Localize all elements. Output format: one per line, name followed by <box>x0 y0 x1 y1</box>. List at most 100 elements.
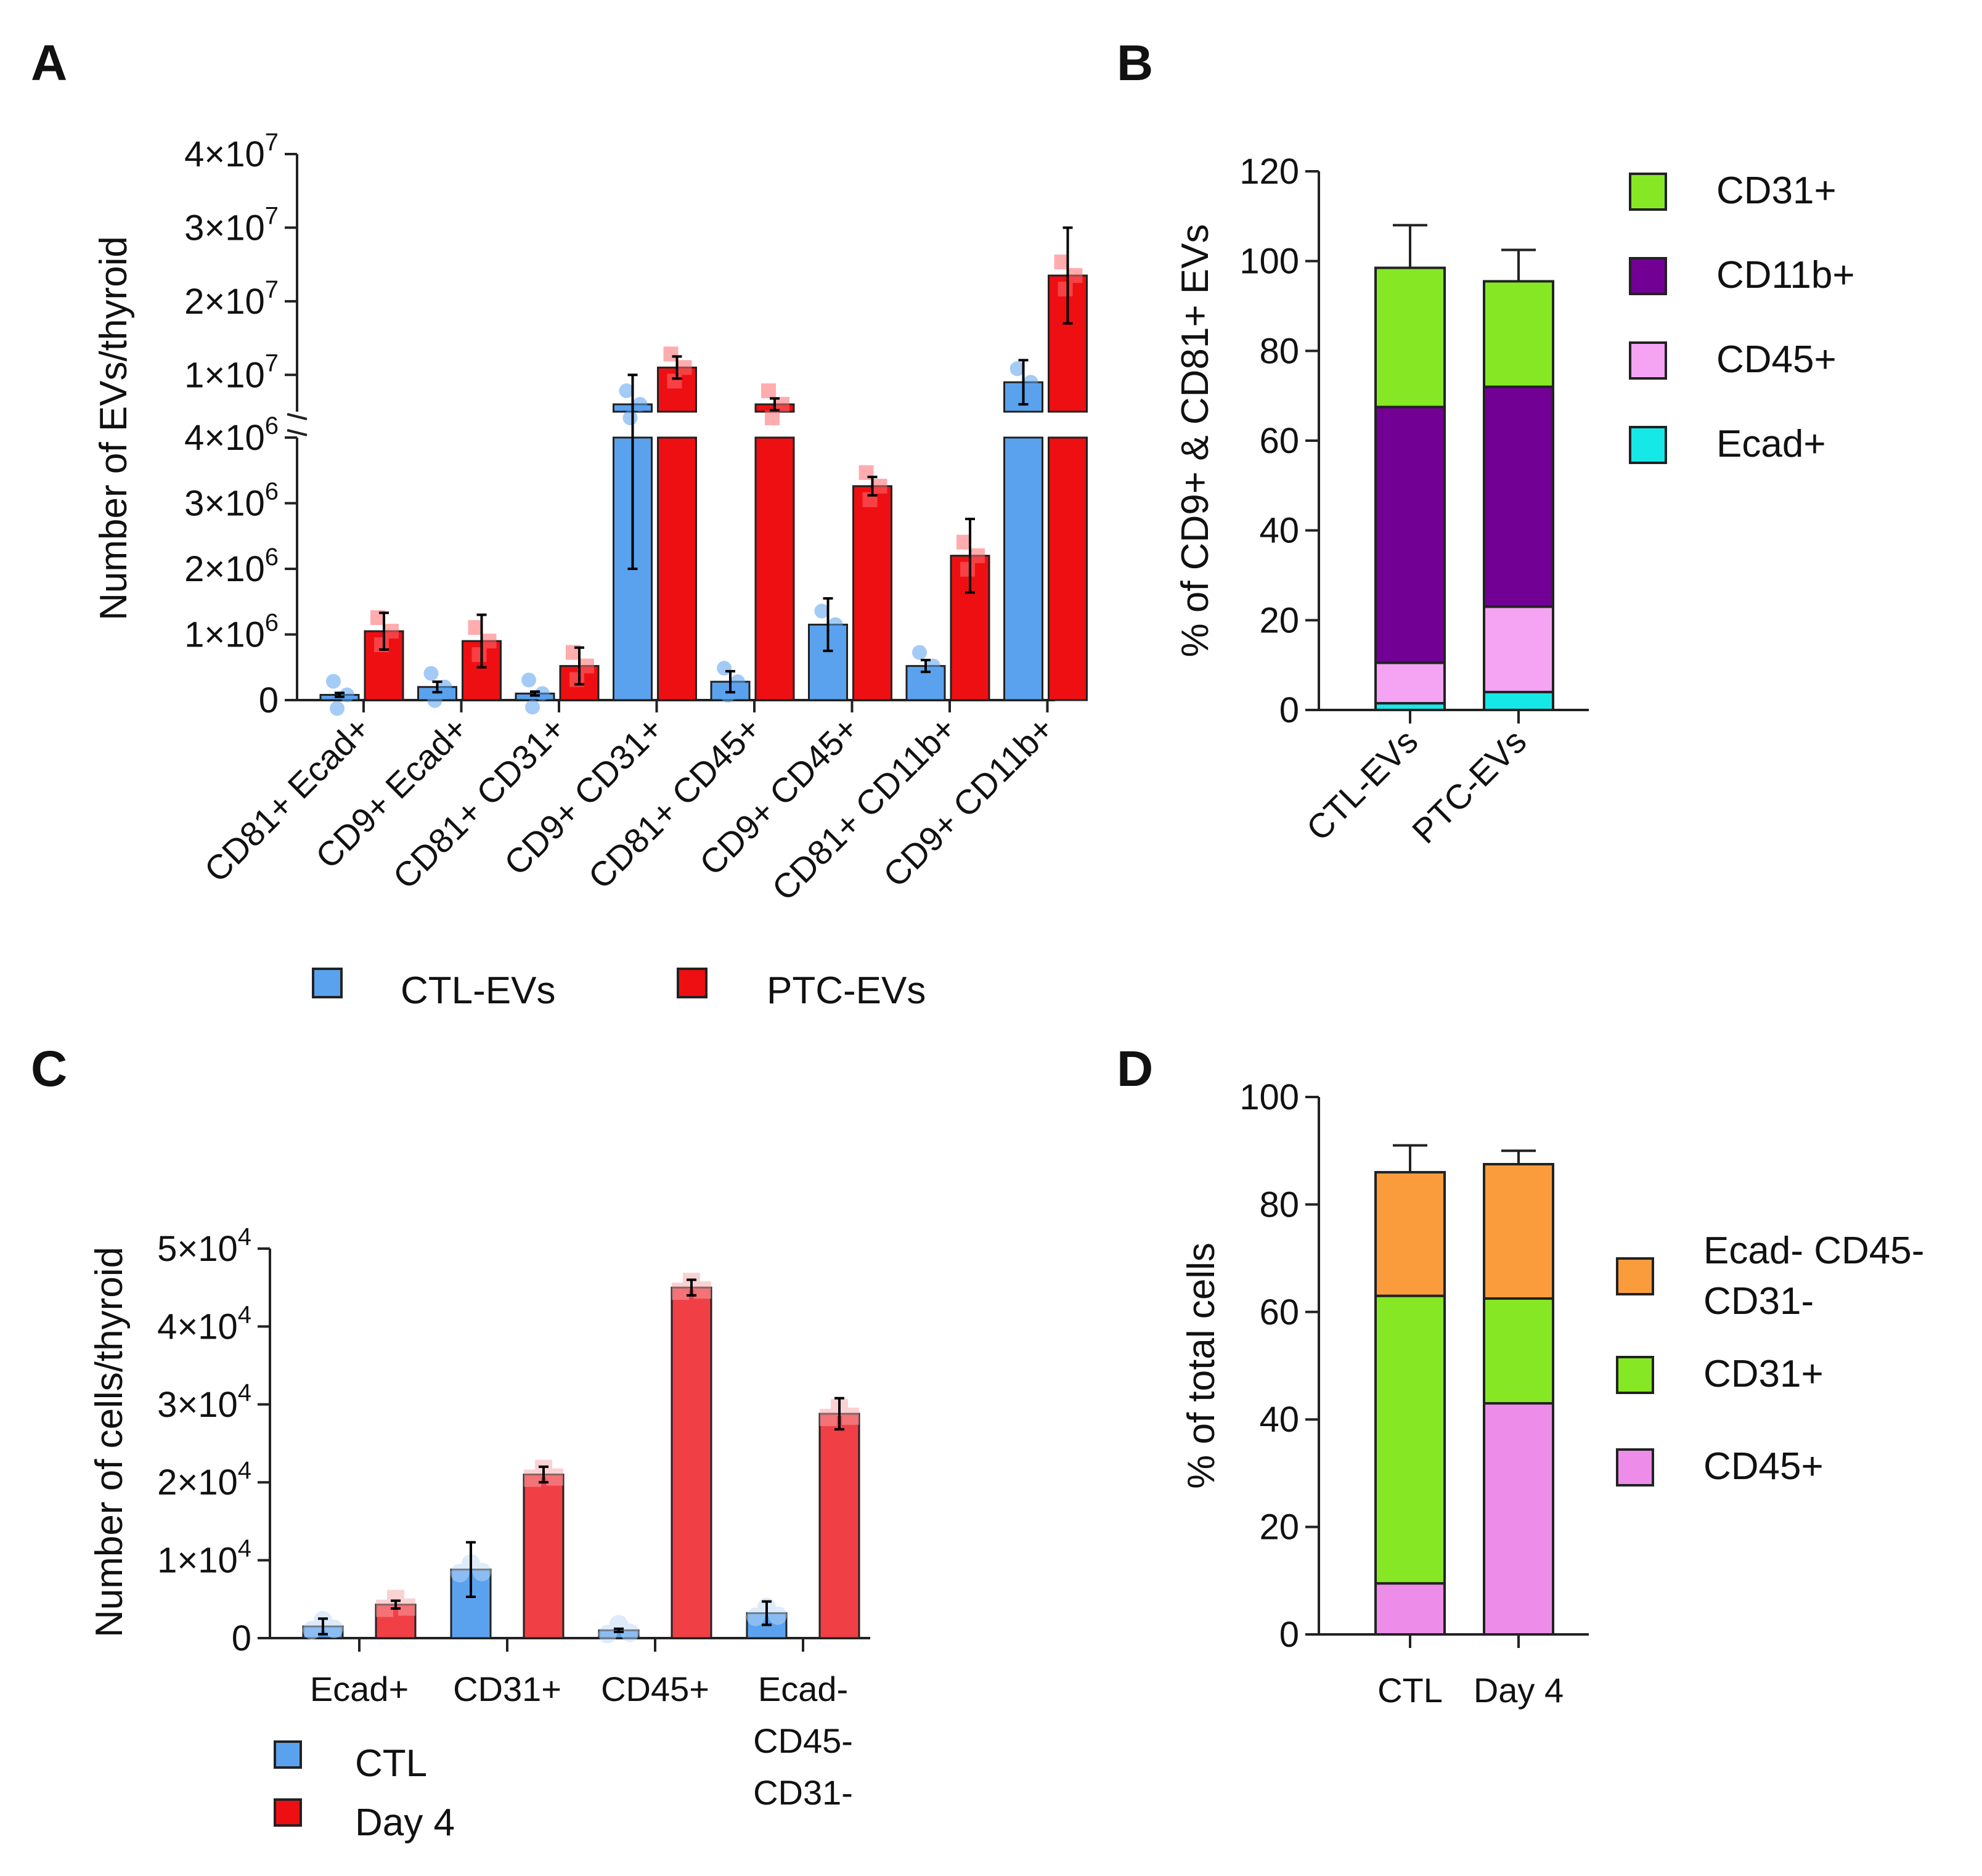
error-a-1-6 <box>965 518 975 594</box>
category-a-4: CD81+ CD45+ <box>581 709 768 896</box>
bar-a-1-4-lower <box>754 436 795 701</box>
error-a-1-7 <box>1062 226 1073 325</box>
tick-label-d-0: 0 <box>1279 1615 1299 1655</box>
ylabel-d: % of total cells <box>1180 1242 1223 1489</box>
legend-b: CD31+ CD11b+ CD45+ Ecad+ <box>1629 169 1855 465</box>
category-c-3: Ecad-CD45-CD31- <box>753 1670 853 1812</box>
tick-label-c-2: 2×104 <box>157 1457 251 1503</box>
dots-a-0-6 <box>912 645 940 687</box>
tick-label-b-2: 40 <box>1259 511 1299 551</box>
error-a-1-2 <box>574 646 584 686</box>
tick-label-c-1: 1×104 <box>157 1535 251 1581</box>
bar-b-0-1 <box>1483 690 1554 712</box>
error-a-1-5 <box>867 475 878 497</box>
legend-d-swatch-1 <box>1616 1356 1654 1394</box>
error-a-0-4 <box>725 670 735 694</box>
legend-d-label-2: CD45+ <box>1703 1445 1824 1488</box>
category-c-0: Ecad+ <box>310 1670 409 1708</box>
legend-b-label-1: CD11b+ <box>1716 254 1855 296</box>
legend-c-swatch-0 <box>274 1740 302 1769</box>
ylabel-a: Number of EVs/thyroid <box>92 236 135 621</box>
error-c-1-0 <box>391 1599 401 1610</box>
category-b-1: PTC-EVs <box>1405 722 1534 851</box>
bar-d-0-1 <box>1483 1402 1554 1636</box>
legend-b-label-2: CD45+ <box>1716 338 1837 381</box>
legend-d-swatch-0 <box>1616 1257 1654 1295</box>
chart-b: 0 20 40 60 80 100 120 % of CD9+ & CD81+ EVs CTL-… <box>1174 152 1855 850</box>
error-a-0-7 <box>1018 359 1029 406</box>
tick-label-a-lower-1: 1×106 <box>184 610 279 655</box>
tick-label-c-5: 5×104 <box>157 1223 251 1269</box>
bar-d-1-1 <box>1483 1297 1554 1405</box>
legend-d: Ecad- CD45-CD31- CD31+ CD45+ <box>1616 1230 1924 1488</box>
tick-label-a-lower-4: 4×106 <box>184 412 279 458</box>
error-a-1-0 <box>379 611 389 651</box>
tick-label-a-upper-1: 2×107 <box>184 276 279 322</box>
error-c-0-0 <box>318 1617 328 1636</box>
legend-a-label-1: PTC-EVs <box>767 969 926 1012</box>
panel-label-b: B <box>1117 35 1153 91</box>
legend-c-label-1: Day 4 <box>355 1801 455 1844</box>
chart-a: 0 1×106 2×106 3×106 4×106 1×107 2×107 3×107 4×10… <box>92 129 1088 1012</box>
legend-b-label-3: Ecad+ <box>1716 423 1826 465</box>
tick-label-d-2: 40 <box>1259 1400 1299 1440</box>
tick-label-d-3: 60 <box>1259 1292 1299 1332</box>
panel-label-a: A <box>31 35 67 91</box>
legend-a-swatch-1 <box>677 968 708 998</box>
legend-b-swatch-1 <box>1629 257 1667 295</box>
tick-label-a-upper-3: 4×107 <box>184 129 279 174</box>
axis-a-break-upper <box>287 413 308 420</box>
dots-c-1-1 <box>524 1459 563 1487</box>
category-b-0: CTL-EVs <box>1299 722 1425 848</box>
panel-label-d: D <box>1117 1041 1153 1097</box>
legend-b-swatch-2 <box>1629 341 1667 380</box>
error-d-2-0 <box>1393 1144 1427 1173</box>
error-c-1-2 <box>687 1278 696 1297</box>
chart-c: 0 1×104 2×104 3×104 4×104 5×104 Number of cell… <box>88 1223 870 1844</box>
tick-label-d-5: 100 <box>1239 1077 1299 1117</box>
legend-b-label-0: CD31+ <box>1716 169 1837 212</box>
bar-b-3-0 <box>1374 266 1446 409</box>
error-a-0-2 <box>530 690 540 697</box>
tick-label-b-3: 60 <box>1259 421 1299 461</box>
tick-label-b-4: 80 <box>1259 331 1299 371</box>
tick-label-b-5: 100 <box>1239 242 1299 282</box>
ylabel-c: Number of cells/thyroid <box>88 1247 131 1637</box>
tick-label-a-upper-0: 1×107 <box>184 349 279 395</box>
legend-c-label-0: CTL <box>355 1742 427 1785</box>
error-a-1-1 <box>476 613 487 669</box>
dots-a-1-1 <box>468 620 497 663</box>
error-a-1-4 <box>770 397 780 412</box>
legend-d-label-0: Ecad- CD45-CD31- <box>1703 1230 1924 1323</box>
category-c-1: CD31+ <box>453 1670 561 1708</box>
error-b-3-1 <box>1501 248 1536 282</box>
legend-c: CTL Day 4 <box>274 1740 455 1844</box>
legend-a: CTL-EVs PTC-EVs <box>312 968 926 1012</box>
error-a-0-0 <box>335 691 345 698</box>
tick-label-a-upper-2: 3×107 <box>184 202 279 248</box>
category-d-0: CTL <box>1377 1671 1443 1710</box>
bar-a-1-5 <box>852 485 892 701</box>
bar-b-2-0 <box>1374 406 1446 664</box>
tick-label-c-3: 3×104 <box>157 1379 251 1425</box>
error-d-2-1 <box>1501 1149 1536 1164</box>
tick-label-a-lower-3: 3×106 <box>184 478 279 524</box>
error-c-0-1 <box>466 1541 476 1599</box>
legend-b-swatch-0 <box>1629 173 1667 211</box>
bar-c-1-3 <box>818 1413 860 1639</box>
legend-d-swatch-2 <box>1616 1448 1654 1487</box>
bar-c-1-1 <box>523 1474 565 1639</box>
tick-label-b-6: 120 <box>1239 152 1299 192</box>
bar-d-1-0 <box>1374 1294 1446 1585</box>
chart-d: 0 20 40 60 80 100 % of total cells CTL Day 4 Ecad… <box>1180 1077 1924 1710</box>
tick-label-d-1: 20 <box>1259 1507 1299 1548</box>
dots-a-0-0 <box>326 674 354 716</box>
error-a-0-5 <box>823 597 833 653</box>
tick-label-b-0: 0 <box>1279 690 1299 730</box>
tick-label-d-4: 80 <box>1259 1185 1299 1225</box>
dots-c-1-2 <box>672 1273 711 1300</box>
category-d-1: Day 4 <box>1474 1671 1564 1710</box>
error-a-0-3 <box>627 373 638 570</box>
bar-d-2-1 <box>1483 1163 1554 1300</box>
